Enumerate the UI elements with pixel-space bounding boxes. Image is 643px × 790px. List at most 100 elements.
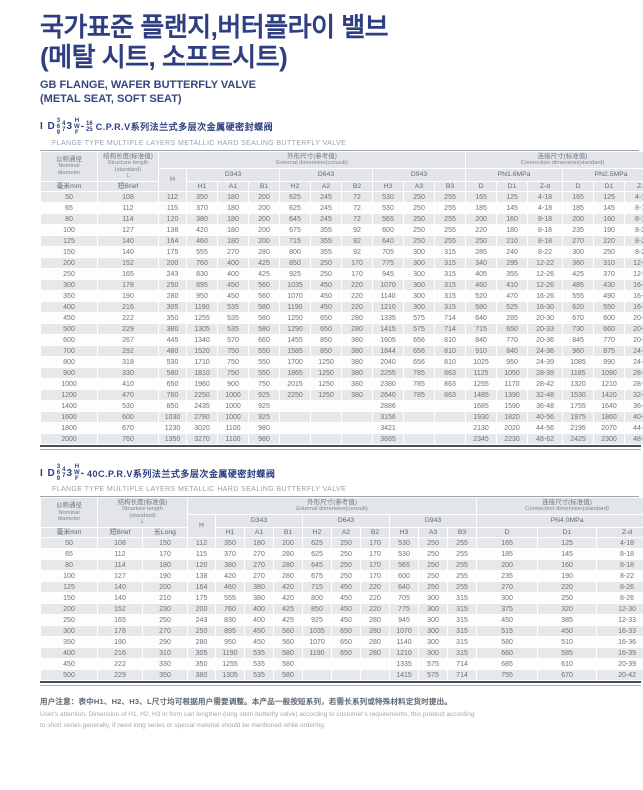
t1-col-d943: D943 — [373, 168, 466, 181]
table-cell: 80 — [41, 214, 97, 225]
table-cell: 2230 — [497, 434, 528, 445]
table-cell: 185 — [477, 549, 538, 560]
table-cell: 255 — [435, 192, 466, 203]
table-cell: 845 — [563, 335, 594, 346]
table-cell: 1320 — [563, 379, 594, 390]
table-cell: 12-30 — [597, 604, 643, 615]
model-suffix: C.P.R.V系列法兰式多层次金属硬密封蝶阀 — [95, 122, 274, 133]
table-cell: 280 — [342, 313, 372, 324]
table-cell: 810 — [435, 357, 466, 368]
table-cell: 625 — [303, 538, 331, 549]
table-cell: 770 — [594, 335, 625, 346]
table-cell: 92 — [342, 236, 372, 247]
table-cell: 1200 — [41, 390, 97, 401]
table-cell: 560 — [274, 626, 302, 637]
table-cell: 250 — [419, 560, 447, 571]
table-cell: 2255 — [373, 368, 403, 379]
t1-col-pn16: PN1.6MPa — [466, 168, 563, 181]
table-cell: 2345 — [466, 434, 497, 445]
table-cell: 1100 — [218, 434, 248, 445]
table-row: 500 229 350 380 1305 535 580 1415 575 714 755 670 20… — [41, 670, 643, 681]
table-cell: 300 — [404, 280, 434, 291]
table-cell: 300 — [41, 280, 97, 291]
table-cell: 500 — [41, 324, 97, 335]
table-cell: 108 — [98, 538, 142, 549]
t2-col-a2: A2 — [332, 527, 360, 538]
table-cell: 280 — [361, 615, 389, 626]
model-english-section2: FLANGE TYPE MULTIPLE LAYERS METALLIC HAR… — [52, 486, 347, 494]
table-cell: 28-48 — [625, 368, 643, 379]
table-cell: 380 — [245, 582, 273, 593]
table-cell: 255 — [435, 214, 466, 225]
table-cell: 950 — [497, 357, 528, 368]
table-cell: 280 — [361, 637, 389, 648]
table-cell: 235 — [563, 225, 594, 236]
t2-col-d343: D343 — [216, 514, 302, 527]
table-cell: 170 — [361, 549, 389, 560]
table-cell: 560 — [249, 280, 279, 291]
table-cell — [280, 412, 310, 423]
table-cell: 425 — [249, 258, 279, 269]
t1-col-pn25: PN2.5MPa — [563, 168, 643, 181]
table-cell: 460 — [187, 236, 217, 247]
table-cell: 150 — [41, 247, 97, 258]
table-cell: 350 — [216, 538, 244, 549]
table-cell: 180 — [218, 203, 248, 214]
table-cell: 145 — [594, 203, 625, 214]
table-cell: 350 — [188, 659, 215, 670]
table-cell: 925 — [303, 615, 331, 626]
table-cell: 150 — [143, 538, 187, 549]
table-row: 125 140 200 164 460 380 420 715 450 220 640 250 255 2… — [41, 582, 643, 593]
table-cell: 24-48 — [625, 357, 643, 368]
table-cell: 16-33 — [625, 291, 643, 302]
table-cell: 430 — [594, 280, 625, 291]
t2-col-zd: Z-d — [597, 527, 643, 538]
table-row: 150 140 210 175 555 380 420 800 450 220 705 300 315 3… — [41, 593, 643, 604]
t2-col-h: H — [188, 514, 215, 538]
t2-col-h1: H1 — [216, 527, 244, 538]
table-cell: 460 — [216, 582, 244, 593]
table-cell: 1250 — [280, 313, 310, 324]
table-cell: 2250 — [187, 390, 217, 401]
table-cell: 350 — [41, 291, 97, 302]
model-code-section1: I D 3 6 9 4 7 3 H W F - 16 25 C.P.R.V系列法… — [40, 118, 639, 136]
table-cell: 145 — [497, 203, 528, 214]
table-cell: 750 — [218, 357, 248, 368]
t2-col-b3: B3 — [448, 527, 477, 538]
table-cell: 180 — [218, 225, 248, 236]
table-cell: 220 — [538, 582, 597, 593]
table-cell: 580 — [249, 324, 279, 335]
t2-bottom-rule — [40, 681, 641, 687]
table-cell: 910 — [466, 346, 497, 357]
t2-body: 50 108 150 112 350 180 200 625 250 170 530 250 255 16… — [41, 538, 643, 681]
table-cell: 650 — [332, 648, 360, 659]
table-cell: 24-42 — [625, 346, 643, 357]
table-cell: 245 — [311, 214, 341, 225]
table-cell: 240 — [497, 247, 528, 258]
table-cell: 250 — [188, 626, 215, 637]
table-cell: 200 — [466, 214, 497, 225]
table-row: 125 140 164 460 180 200 715 355 92 640 250 255 250 21… — [41, 236, 643, 247]
table-cell: 120 — [188, 560, 215, 571]
table-cell: 990 — [594, 357, 625, 368]
table-cell: 220 — [361, 582, 389, 593]
table-cell: 585 — [538, 648, 597, 659]
table-cell: 460 — [466, 280, 497, 291]
table-cell: 48-70 — [625, 434, 643, 445]
table-cell: 470 — [497, 291, 528, 302]
table-cell: 280 — [274, 560, 302, 571]
table-cell: 1255 — [466, 379, 497, 390]
t1-col-d1-25: D1 — [594, 181, 625, 192]
table-cell: 425 — [274, 604, 302, 615]
table-cell: 165 — [466, 192, 497, 203]
table-cell: 20-36 — [625, 324, 643, 335]
table-cell: 24-39 — [528, 357, 563, 368]
table-cell: 8-26 — [597, 593, 643, 604]
table-cell: 555 — [563, 291, 594, 302]
table-cell: 292 — [98, 346, 158, 357]
table-cell: 200 — [249, 192, 279, 203]
table-cell: 230 — [143, 604, 187, 615]
table-cell: 1250 — [311, 379, 341, 390]
table-cell: 580 — [274, 648, 302, 659]
table-cell: 115 — [159, 203, 186, 214]
